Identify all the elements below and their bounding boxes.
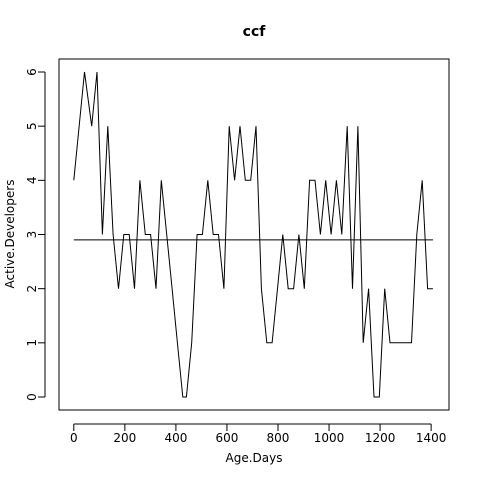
y-tick-label: 3: [25, 231, 39, 239]
x-tick-label: 1000: [314, 431, 345, 445]
y-tick-label: 4: [25, 177, 39, 185]
axis-layer: 0 200 400 600 800 1000 1200 1400 0 1 2 3 4 5 6: [25, 68, 446, 445]
x-tick-label: 600: [215, 431, 238, 445]
chart-title: ccf: [243, 24, 267, 40]
plot-frame: [58, 58, 450, 411]
x-tick-label: 0: [70, 431, 78, 445]
x-tick-label: 400: [164, 431, 187, 445]
series-line-0: [73, 71, 433, 398]
x-axis-label: Age.Days: [226, 451, 283, 465]
x-tick-label: 1200: [365, 431, 396, 445]
x-tick-label: 200: [113, 431, 136, 445]
y-tick-label: 1: [25, 339, 39, 347]
series-layer: [73, 71, 433, 398]
y-tick-label: 6: [25, 68, 39, 76]
y-tick-label: 2: [25, 285, 39, 293]
x-tick-label: 800: [267, 431, 290, 445]
y-axis-label: Active.Developers: [3, 180, 17, 289]
y-tick-label: 5: [25, 122, 39, 130]
y-tick-label: 0: [25, 393, 39, 401]
x-tick-label: 1400: [416, 431, 447, 445]
